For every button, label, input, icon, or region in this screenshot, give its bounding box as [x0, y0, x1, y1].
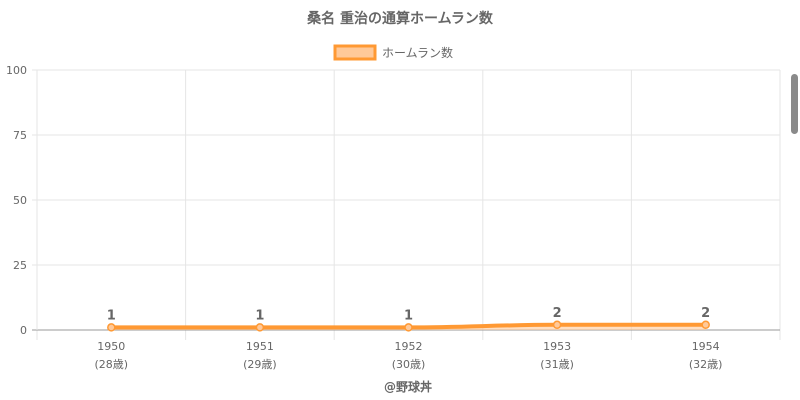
chart-title: 桑名 重治の通算ホームラン数 [307, 10, 494, 27]
data-point [552, 320, 562, 330]
y-axis-ticks: 0 25 50 75 100 [6, 64, 27, 337]
y-tick-label: 25 [13, 259, 27, 272]
credit-text: @野球丼 [384, 379, 432, 394]
y-tick-label: 50 [13, 194, 27, 207]
x-tick-sublabel: (32歳) [689, 358, 723, 371]
x-tick-sublabel: (28歳) [95, 358, 129, 371]
x-tick-label: 1950 [97, 340, 125, 353]
x-tick-sublabel: (29歳) [243, 358, 277, 371]
x-tick-label: 1951 [246, 340, 274, 353]
grid [32, 69, 781, 340]
data-label: 1 [107, 308, 116, 323]
data-point [404, 323, 413, 332]
data-point [255, 323, 265, 332]
data-point [701, 320, 710, 330]
scrollbar-thumb[interactable] [791, 74, 798, 134]
y-tick-label: 0 [20, 324, 27, 337]
legend[interactable]: ホームラン数 [333, 44, 453, 61]
series-homeruns [107, 320, 710, 332]
x-tick-sublabel: (30歳) [392, 358, 426, 371]
x-tick-label: 1954 [692, 340, 720, 353]
y-tick-label: 75 [13, 129, 27, 142]
data-label: 1 [404, 308, 413, 323]
legend-label: ホームラン数 [382, 45, 453, 60]
y-tick-label: 100 [6, 64, 27, 77]
data-label: 1 [255, 308, 264, 323]
x-tick-sublabel: (31歳) [540, 358, 574, 371]
data-labels: 1 1 1 2 2 [107, 306, 710, 324]
x-tick-label: 1953 [543, 340, 571, 353]
data-label: 2 [553, 306, 562, 321]
x-axis-ticks: 1950 (28歳) 1951 (29歳) 1952 (30歳) 1953 (31歳) 1954… [95, 340, 723, 371]
data-point [107, 323, 116, 332]
data-label: 2 [701, 306, 710, 321]
legend-swatch [333, 44, 377, 61]
x-tick-label: 1952 [395, 340, 423, 353]
